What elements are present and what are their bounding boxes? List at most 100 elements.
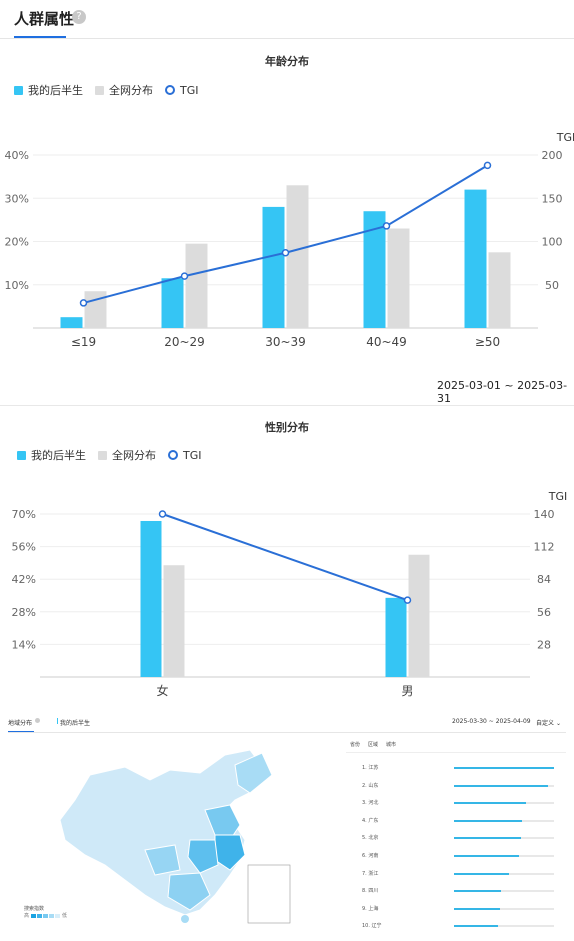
- bar-series-a: [161, 278, 184, 328]
- age-chart-date-range: 2025-03-01 ~ 2025-03-31: [437, 379, 568, 405]
- province-label: 5. 北京: [362, 835, 379, 842]
- section-title[interactable]: 人群属性: [14, 10, 75, 28]
- legend-item-series-a[interactable]: 我的后半生: [14, 82, 83, 98]
- legend-swatch: [49, 913, 55, 918]
- legend-item-tgi[interactable]: TGI: [165, 84, 199, 97]
- bar-series-b: [163, 565, 185, 677]
- right-tick-label: 84: [537, 573, 551, 586]
- legend-ring-icon: [165, 85, 175, 95]
- right-tick-label: 140: [534, 508, 555, 521]
- rank-bar: [454, 767, 554, 769]
- category-label: 30~39: [265, 335, 306, 349]
- bar-series-b: [286, 185, 309, 328]
- province-label: 1. 江苏: [362, 765, 379, 771]
- subtab-city[interactable]: 城市: [386, 742, 397, 748]
- tgi-point: [180, 272, 189, 280]
- bar-series-a: [464, 189, 487, 328]
- left-tick-label: 56%: [12, 541, 36, 554]
- legend-swatch: [98, 450, 107, 460]
- tab-divider: [0, 38, 574, 39]
- right-tick-label: 112: [534, 541, 555, 554]
- province-label: 6. 河南: [362, 853, 379, 859]
- list-item[interactable]: 8. 四川: [362, 887, 562, 897]
- province-label: 9. 上海: [362, 905, 379, 912]
- legend-swatch: [55, 913, 61, 918]
- map-inset-south-sea: [247, 864, 291, 924]
- right-tick-label: 56: [537, 606, 551, 619]
- list-item[interactable]: 5. 北京: [362, 834, 562, 844]
- map-region-northeast[interactable]: [234, 752, 273, 794]
- legend-item-series-b[interactable]: 全网分布: [98, 447, 156, 463]
- right-axis-title: TGI: [556, 131, 574, 144]
- active-tab-indicator: [14, 36, 66, 38]
- right-tick-label: 150: [542, 192, 563, 205]
- legend-item-series-a[interactable]: 我的后半生: [17, 447, 86, 463]
- chevron-down-icon: ⌄: [555, 720, 561, 727]
- list-item[interactable]: 3. 河北: [362, 799, 562, 809]
- legend-item-tgi[interactable]: TGI: [168, 449, 202, 462]
- bar-series-a: [262, 206, 285, 328]
- geo-help-icon[interactable]: [35, 718, 40, 723]
- rank-bar: [454, 837, 521, 840]
- bar-series-b: [185, 243, 208, 328]
- subtab-province[interactable]: 省份: [350, 742, 361, 748]
- rank-bar: [454, 907, 500, 910]
- help-icon[interactable]: ?: [72, 10, 86, 24]
- gender-chart-legend: 我的后半生 全网分布 TGI: [17, 447, 214, 463]
- china-map[interactable]: [50, 745, 300, 935]
- map-region-island[interactable]: [181, 915, 189, 923]
- tgi-point: [158, 510, 167, 518]
- legend-swatch: [17, 450, 26, 460]
- bar-series-a: [363, 211, 386, 328]
- list-item[interactable]: 4. 广东: [362, 817, 562, 827]
- age-chart-title: 年龄分布: [265, 55, 309, 68]
- rank-bar: [454, 819, 522, 822]
- legend-swatch: [14, 85, 23, 95]
- bar-series-a: [60, 317, 83, 328]
- custom-date-dropdown[interactable]: 自定义 ⌄: [536, 720, 561, 727]
- map-region-southwest[interactable]: [144, 844, 181, 876]
- geo-tab-indicator: [8, 731, 34, 732]
- left-tick-label: 10%: [5, 279, 29, 292]
- tgi-point: [382, 222, 391, 230]
- map-legend-scale: 高 低: [24, 913, 68, 919]
- bar-series-b: [408, 554, 430, 677]
- rank-bar-track: [454, 890, 554, 893]
- tgi-line: [83, 164, 489, 304]
- rank-bar: [454, 784, 548, 787]
- left-tick-label: 42%: [12, 573, 36, 586]
- age-chart: TGI 10% 20% 30% 40% 50 100 150 200 ≤19 20~29 30~39 4…: [5, 131, 574, 349]
- geo-date-range[interactable]: 2025-03-30 ~ 2025-04-09: [452, 718, 531, 725]
- list-item[interactable]: 7. 浙江: [362, 870, 562, 880]
- bar-series-a: [140, 520, 162, 677]
- province-label: 2. 山东: [362, 782, 379, 789]
- bar-series-b: [488, 252, 511, 328]
- tab-geo[interactable]: 地域分布: [8, 720, 33, 727]
- gender-chart-title: 性别分布: [265, 421, 309, 434]
- list-item[interactable]: 2. 山东: [362, 782, 562, 792]
- map-region-central[interactable]: [187, 839, 219, 874]
- rank-bar-track: [454, 907, 554, 910]
- geo-subtabs: 省份 区域 城市: [350, 741, 396, 748]
- category-label: 男: [401, 684, 413, 698]
- map-region-south[interactable]: [167, 872, 211, 911]
- list-item[interactable]: 1. 江苏: [362, 764, 562, 774]
- subtab-region[interactable]: 区域: [368, 742, 379, 748]
- geo-tab-divider: [8, 732, 566, 733]
- list-item[interactable]: 9. 上海: [362, 905, 562, 915]
- left-tick-label: 40%: [5, 149, 29, 162]
- map-region-north[interactable]: [204, 804, 241, 841]
- right-tick-label: 28: [537, 638, 551, 651]
- province-label: 3. 河北: [362, 800, 379, 807]
- legend-swatch: [37, 913, 43, 918]
- section-divider: [0, 405, 574, 406]
- rank-bar-track: [454, 925, 554, 928]
- category-label: 40~49: [366, 335, 407, 349]
- bar-series-a: [385, 597, 407, 677]
- list-item[interactable]: 6. 河南: [362, 852, 562, 862]
- geo-filter-label[interactable]: 我的后半生: [60, 720, 91, 727]
- legend-item-series-b[interactable]: 全网分布: [95, 82, 153, 98]
- list-item[interactable]: 10. 辽宁: [362, 922, 562, 932]
- ranking-divider: [346, 752, 566, 753]
- province-label: 7. 浙江: [362, 870, 379, 877]
